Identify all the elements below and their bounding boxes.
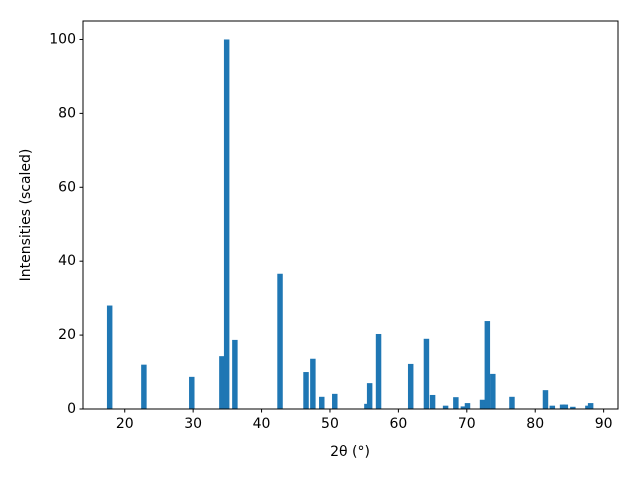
x-tick-label: 20	[116, 416, 134, 432]
bar	[310, 358, 316, 409]
bar	[277, 273, 283, 409]
x-axis-label: 2θ (°)	[330, 444, 370, 460]
bar	[464, 403, 471, 409]
y-tick-label: 80	[58, 105, 76, 121]
bar	[375, 333, 382, 409]
bar	[453, 397, 459, 409]
bar	[366, 383, 373, 409]
bar	[509, 396, 515, 409]
bar	[141, 364, 147, 409]
y-tick-label: 0	[67, 401, 76, 417]
bar	[219, 356, 225, 409]
x-tick-label: 70	[458, 416, 476, 432]
y-tick-label: 40	[58, 253, 76, 269]
x-tick-label: 80	[526, 416, 544, 432]
bar	[479, 399, 486, 409]
y-axis-label: Intensities (scaled)	[18, 149, 34, 282]
bar	[189, 376, 195, 409]
bar	[106, 305, 113, 409]
y-tick-label: 20	[58, 327, 76, 343]
y-tick-label: 100	[49, 31, 76, 47]
bar	[442, 405, 449, 409]
bar	[232, 339, 238, 409]
plot-frame	[82, 20, 619, 410]
bar	[332, 393, 338, 409]
y-tick-label: 60	[58, 179, 76, 195]
bar	[587, 403, 594, 409]
bar	[319, 396, 325, 409]
x-tick-label: 50	[321, 416, 339, 432]
x-tick-label: 40	[253, 416, 271, 432]
bar	[460, 406, 467, 409]
bar	[484, 321, 491, 409]
bar	[562, 404, 569, 409]
bar	[570, 406, 576, 409]
bar	[407, 363, 414, 409]
bar	[549, 405, 556, 409]
bar	[490, 373, 496, 409]
bar	[223, 39, 230, 409]
bar	[303, 372, 309, 409]
bar	[423, 338, 430, 409]
x-tick-label: 90	[595, 416, 613, 432]
bar	[542, 390, 549, 409]
x-tick-label: 60	[389, 416, 407, 432]
bar	[429, 394, 436, 409]
x-tick-label: 30	[184, 416, 202, 432]
